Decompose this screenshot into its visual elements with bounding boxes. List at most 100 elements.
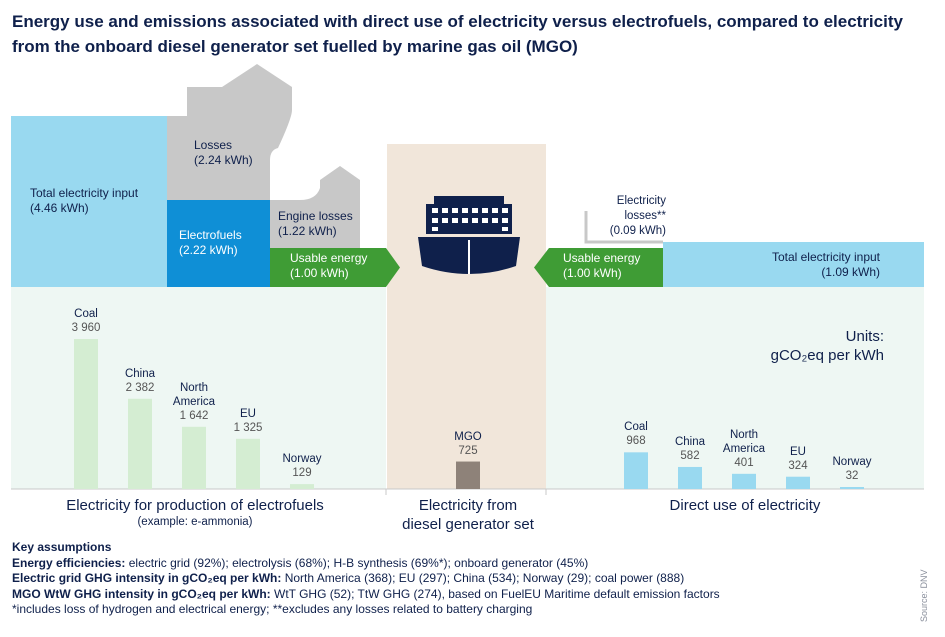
- key-assumptions-line4: *includes loss of hydrogen and electrica…: [12, 602, 533, 616]
- bar-category-label: EU: [240, 407, 256, 420]
- bar-value-label: 3 960: [71, 322, 101, 334]
- bar-label: Norway 129: [267, 452, 337, 480]
- usable-energy-left-label: Usable energy (1.00 kWh): [290, 251, 367, 281]
- section-direct: Direct use of electricity: [669, 497, 821, 514]
- bar-value-label: 32: [845, 470, 859, 482]
- bar-category-label: China: [124, 367, 156, 380]
- section-diesel-line1: Electricity from: [418, 497, 518, 514]
- bar-north-america: [732, 473, 756, 489]
- bar-value-label: 725: [458, 444, 478, 457]
- bar-category-label: Coal: [624, 421, 648, 434]
- total-input-right-value: (1.09 kWh): [821, 265, 880, 279]
- bar-category-label: Norway: [282, 453, 322, 466]
- bar-value-label: 401: [734, 456, 754, 469]
- direct-chart-background: [546, 287, 924, 489]
- units-line1: Units:: [845, 328, 884, 345]
- bar-category-label: China: [674, 435, 706, 448]
- bar-label: Coal 968: [601, 420, 671, 448]
- key-assumptions-line2: Electric grid GHG intensity in gCO₂eq pe…: [12, 571, 912, 587]
- line2-bold: Electric grid GHG intensity in gCO₂eq pe…: [12, 571, 282, 585]
- bar-norway: [840, 487, 864, 489]
- line2-text: North America (368); EU (297); China (53…: [281, 571, 685, 585]
- bar-value-label: 1 325: [233, 421, 263, 434]
- engine-losses-flow: [270, 200, 360, 248]
- section-electrofuels-title: Electricity for production of electrofue…: [66, 497, 324, 514]
- bar-mgo: [456, 461, 480, 489]
- source-note: Source: DNV: [919, 569, 929, 622]
- bar-china: [128, 398, 152, 489]
- electrofuels-value: (2.22 kWh): [179, 243, 238, 257]
- page-title: Energy use and emissions associated with…: [12, 12, 903, 56]
- bar-category-label: Coal: [74, 308, 98, 320]
- bar-value-label: 1 642: [179, 409, 209, 422]
- bar-norway: [290, 484, 314, 489]
- losses-label: Losses (2.24 kWh): [194, 138, 253, 168]
- bar-category-label: EU: [790, 445, 806, 458]
- units-label: Units: gCO₂eq per kWh: [720, 327, 884, 365]
- bar-coal: [74, 339, 98, 489]
- section-electrofuels: Electricity for production of electrofue…: [30, 496, 360, 529]
- key-assumptions-heading: Key assumptions: [12, 540, 112, 554]
- bar-category-label: North: [179, 381, 209, 394]
- line3-bold: MGO WtW GHG intensity in gCO₂eq per kWh:: [12, 586, 271, 601]
- bar-china: [678, 466, 702, 489]
- section-electrofuels-subtitle: (example: e-ammonia): [137, 516, 253, 528]
- bar-coal: [624, 452, 648, 489]
- bar-eu: [786, 476, 810, 489]
- bar-value-label: 582: [680, 449, 700, 462]
- electricity-losses-line: [584, 211, 663, 244]
- bar-category-label: America: [172, 395, 216, 408]
- key-assumptions-line1: Energy efficiencies: electric grid (92%)…: [12, 556, 912, 572]
- line1-text: electric grid (92%); electrolysis (68%);…: [125, 555, 589, 570]
- total-input-block-left: [11, 116, 167, 287]
- engine-losses-title: Engine losses: [278, 209, 353, 223]
- bar-label: EU 1 325: [213, 407, 283, 435]
- section-diesel: Electricity from diesel generator set: [388, 496, 548, 534]
- total-input-left-value: (4.46 kWh): [30, 201, 89, 215]
- line1-bold: Energy efficiencies:: [12, 555, 126, 570]
- total-input-left-title: Total electricity input: [30, 186, 139, 200]
- usable-energy-left-title: Usable energy: [290, 251, 368, 265]
- bar-category-label: Norway: [832, 456, 872, 468]
- electrofuels-block: [167, 200, 270, 287]
- bar-north-america: [182, 426, 206, 489]
- total-input-left-label: Total electricity input (4.46 kWh): [30, 186, 138, 216]
- ship-icon: [418, 196, 520, 274]
- bar-category-label: North: [729, 428, 759, 441]
- usable-energy-right-title: Usable energy: [563, 251, 641, 265]
- bar-label: China 582: [655, 435, 725, 463]
- line3-text: WtT GHG (52); TtW GHG (274), based on Fu…: [270, 586, 720, 601]
- electricity-losses-label: Electricity losses** (0.09 kWh): [596, 194, 666, 239]
- usable-energy-right-value: (1.00 kWh): [563, 266, 622, 280]
- engine-losses-value: (1.22 kWh): [278, 224, 337, 238]
- total-input-right-title: Total electricity input: [771, 250, 880, 264]
- usable-energy-arrow-right: [534, 248, 663, 287]
- total-input-right-label: Total electricity input (1.09 kWh): [740, 250, 880, 280]
- units-line2: gCO₂eq per kWh: [770, 347, 884, 364]
- bar-label: MGO 725: [433, 430, 503, 458]
- electricity-losses-title2: losses**: [624, 210, 666, 222]
- losses-flow: [167, 64, 292, 200]
- bar-label: North America 1 642: [159, 381, 229, 423]
- electrofuels-label: Electrofuels (2.22 kWh): [179, 228, 242, 258]
- bar-eu: [236, 438, 260, 489]
- bar-value-label: 968: [626, 435, 646, 448]
- usable-energy-right-label: Usable energy (1.00 kWh): [563, 251, 653, 281]
- bar-label: Norway 32: [817, 455, 887, 483]
- bar-value-label: 324: [788, 459, 808, 472]
- bar-label: China 2 382: [105, 367, 175, 395]
- bar-category-label: MGO: [454, 430, 482, 443]
- total-input-block-right: [663, 242, 924, 287]
- key-assumptions: Key assumptions Energy efficiencies: ele…: [12, 540, 912, 618]
- usable-energy-left-value: (1.00 kWh): [290, 266, 349, 280]
- section-diesel-line2: diesel generator set: [402, 516, 534, 533]
- usable-energy-arrow-left: [270, 248, 400, 287]
- bar-label: Coal 3 960: [51, 307, 121, 335]
- key-assumptions-line3: MGO WtW GHG intensity in gCO₂eq per kWh:…: [12, 587, 912, 603]
- bar-value-label: 2 382: [125, 381, 155, 394]
- losses-title: Losses: [194, 138, 233, 152]
- bar-category-label: America: [722, 442, 766, 455]
- electricity-losses-value: (0.09 kWh): [609, 225, 666, 237]
- engine-losses-flow-top: [270, 166, 360, 200]
